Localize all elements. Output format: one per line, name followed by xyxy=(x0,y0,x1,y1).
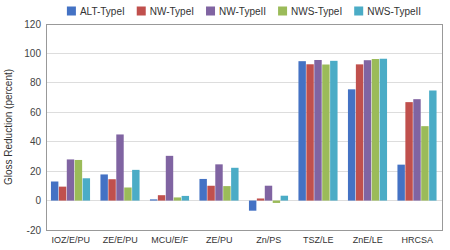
x-tick-label: ZnE/LE xyxy=(353,235,383,245)
bar xyxy=(281,196,288,201)
legend-label: NWS-TypeI xyxy=(291,6,342,17)
grid-line xyxy=(46,53,442,54)
bar xyxy=(124,187,131,200)
bar xyxy=(207,186,214,201)
y-axis-label: Gloss Reduction (percent) xyxy=(3,69,14,185)
bar xyxy=(182,196,189,201)
legend-item: NWS-TypeI xyxy=(278,6,342,17)
bar xyxy=(132,170,139,201)
legend-label: NWS-TypeII xyxy=(367,6,421,17)
x-tick-label: Zn/PS xyxy=(256,235,281,245)
bar xyxy=(215,164,222,200)
y-tick-label: 0 xyxy=(35,195,41,206)
legend-swatch xyxy=(67,7,76,16)
x-tick-label: HRCSA xyxy=(401,235,433,245)
bar xyxy=(83,178,90,200)
bar xyxy=(405,102,412,200)
bar xyxy=(223,186,230,200)
x-tick-label: TSZ/LE xyxy=(303,235,334,245)
bar xyxy=(421,126,428,200)
bar xyxy=(108,179,115,200)
bar xyxy=(67,159,74,200)
bar xyxy=(257,198,264,200)
bar xyxy=(75,160,82,201)
bar xyxy=(306,64,313,200)
bar xyxy=(265,186,272,201)
bar xyxy=(380,59,387,201)
legend-label: ALT-TypeI xyxy=(80,6,125,17)
plot-area xyxy=(46,24,442,230)
legend-item: NWS-TypeII xyxy=(354,6,421,17)
bar xyxy=(116,134,123,200)
legend-swatch xyxy=(354,7,363,16)
bar xyxy=(356,64,363,200)
bar xyxy=(150,199,157,200)
x-tick-label: ZE/E/PU xyxy=(103,235,138,245)
y-tick-label: 60 xyxy=(30,107,42,118)
y-tick-label: 120 xyxy=(24,19,41,30)
chart: -20 0 20 40 60 80 100 120 Gloss Reduction (perce… xyxy=(0,0,450,250)
legend-item: NW-TypeI xyxy=(137,6,194,17)
legend-item: NW-TypeII xyxy=(206,6,266,17)
bar xyxy=(413,99,420,200)
x-tick-label: IOZ/E/PU xyxy=(51,235,90,245)
bar xyxy=(231,168,238,201)
bar xyxy=(199,179,206,201)
legend-swatch xyxy=(137,7,146,16)
x-tick-label: ZE/PU xyxy=(206,235,233,245)
bar xyxy=(397,165,404,201)
bar xyxy=(158,195,165,200)
legend-swatch xyxy=(278,7,287,16)
bar xyxy=(322,65,329,201)
y-tick-label: 40 xyxy=(30,136,42,147)
bars xyxy=(51,59,437,211)
bar xyxy=(100,174,107,200)
y-tick-label: 80 xyxy=(30,77,42,88)
legend-swatch xyxy=(206,7,215,16)
y-tick-label: 100 xyxy=(24,48,41,59)
legend-label: NW-TypeII xyxy=(219,6,266,17)
legend-label: NW-TypeI xyxy=(150,6,194,17)
bar xyxy=(429,90,436,200)
bar xyxy=(59,187,66,201)
bar xyxy=(166,156,173,201)
legend-item: ALT-TypeI xyxy=(67,6,125,17)
bar xyxy=(364,60,371,200)
bar xyxy=(372,59,379,201)
bar xyxy=(174,197,181,200)
bar xyxy=(273,201,280,203)
x-tick-label: MCU/E/F xyxy=(151,235,189,245)
bar xyxy=(298,61,305,200)
y-tick-label: -20 xyxy=(27,225,42,236)
y-tick-label: 20 xyxy=(30,166,42,177)
plot-frame xyxy=(46,24,442,230)
bar xyxy=(249,201,256,211)
legend: ALT-TypeI NW-TypeI NW-TypeII NWS-TypeI NWS-T… xyxy=(67,6,421,17)
bar xyxy=(330,61,337,201)
bar xyxy=(51,182,58,201)
bar xyxy=(314,60,321,201)
bar xyxy=(348,89,355,200)
